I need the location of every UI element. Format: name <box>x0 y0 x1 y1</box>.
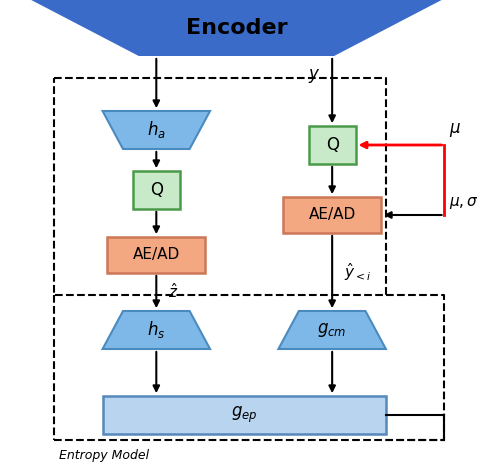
Text: Q: Q <box>150 181 163 199</box>
Bar <box>103 396 386 434</box>
Text: Entropy Model: Entropy Model <box>59 448 149 461</box>
Polygon shape <box>103 311 210 349</box>
Text: $g_{cm}$: $g_{cm}$ <box>318 321 347 339</box>
Polygon shape <box>103 111 210 149</box>
Text: Encoder: Encoder <box>185 18 287 38</box>
Text: $h_a$: $h_a$ <box>147 119 166 140</box>
Text: Q: Q <box>326 136 339 154</box>
Bar <box>107 237 205 273</box>
Text: AE/AD: AE/AD <box>133 248 180 263</box>
Text: $\hat{y}_{<i}$: $\hat{y}_{<i}$ <box>344 261 371 283</box>
Text: $g_{ep}$: $g_{ep}$ <box>231 405 257 425</box>
Polygon shape <box>278 311 386 349</box>
Text: $y$: $y$ <box>308 67 321 85</box>
Text: $\mu, \sigma$: $\mu, \sigma$ <box>449 195 479 211</box>
Text: $h_s$: $h_s$ <box>147 320 166 341</box>
Bar <box>283 197 381 233</box>
Text: $\hat{z}$: $\hat{z}$ <box>168 283 179 301</box>
Bar <box>133 171 180 209</box>
Polygon shape <box>31 0 441 56</box>
Text: AE/AD: AE/AD <box>308 207 356 222</box>
Bar <box>309 126 356 164</box>
Text: $\mu$: $\mu$ <box>449 121 461 139</box>
